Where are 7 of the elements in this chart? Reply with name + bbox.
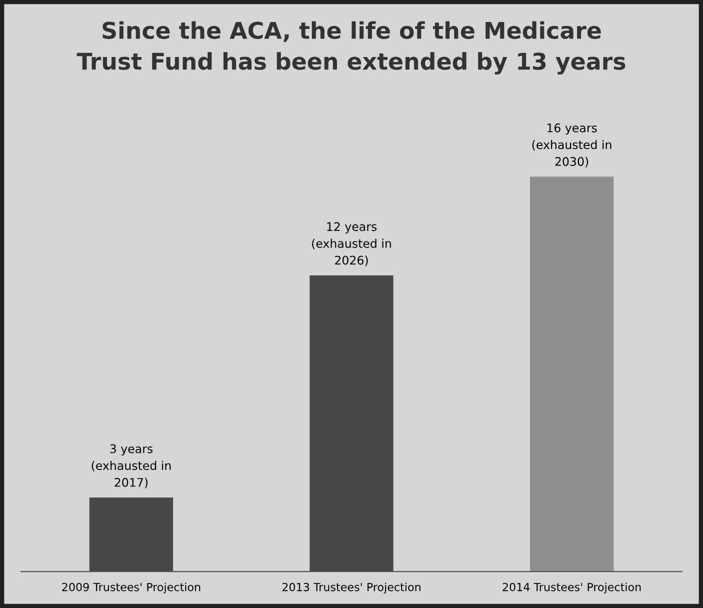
- data-label: 16 years (exhausted in 2030): [532, 123, 612, 168]
- x-tick-label: 2014 Trustees' Projection: [502, 582, 641, 594]
- data-label: 12 years (exhausted in 2026): [312, 222, 391, 266]
- x-tick-label: 2009 Trustees' Projection: [62, 582, 200, 594]
- chart-title: Since the ACA, the life of the Medicare Trust Fund has been extended by 13 years: [76, 21, 626, 75]
- data-label: 3 years (exhausted in 2017): [92, 444, 171, 488]
- x-tick-label: 2013 Trustees' Projection: [282, 582, 420, 594]
